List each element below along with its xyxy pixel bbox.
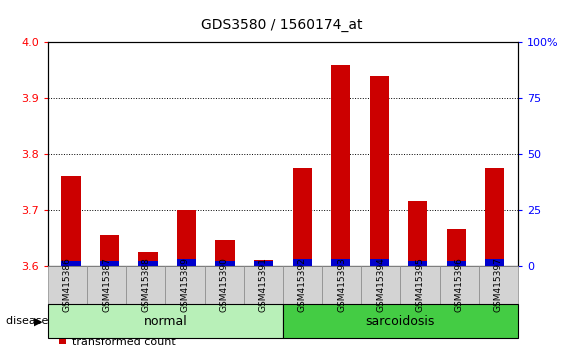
Bar [100, 261, 119, 266]
Bar [254, 260, 273, 266]
Text: GSM415393: GSM415393 [337, 257, 346, 313]
Bar [331, 259, 350, 266]
Text: GSM415390: GSM415390 [220, 257, 229, 313]
Text: transformed count: transformed count [72, 337, 176, 347]
Bar [331, 65, 350, 266]
Text: GSM415389: GSM415389 [181, 257, 190, 313]
Text: GDS3580 / 1560174_at: GDS3580 / 1560174_at [201, 18, 362, 32]
Text: GSM415392: GSM415392 [298, 258, 307, 312]
Bar [446, 229, 466, 266]
Text: GSM415397: GSM415397 [494, 257, 503, 313]
Bar [254, 261, 273, 266]
Bar [369, 76, 389, 266]
Bar [216, 261, 235, 266]
Bar [138, 252, 158, 266]
Bar [177, 210, 196, 266]
Text: GSM415388: GSM415388 [141, 257, 150, 313]
Bar [408, 261, 427, 266]
Text: disease state: disease state [6, 316, 80, 326]
Bar [408, 201, 427, 266]
Bar [446, 261, 466, 266]
Text: GSM415387: GSM415387 [102, 257, 111, 313]
Bar [61, 261, 81, 266]
Bar [138, 261, 158, 266]
Bar [485, 259, 504, 266]
Text: GSM415394: GSM415394 [376, 258, 385, 312]
Text: GSM415391: GSM415391 [259, 257, 268, 313]
Text: GSM415395: GSM415395 [415, 257, 425, 313]
Bar [485, 168, 504, 266]
Bar [293, 168, 312, 266]
Text: GSM415396: GSM415396 [455, 257, 464, 313]
Bar [100, 235, 119, 266]
Text: normal: normal [144, 315, 187, 328]
Bar [177, 259, 196, 266]
Bar [216, 240, 235, 266]
Text: sarcoidosis: sarcoidosis [366, 315, 435, 328]
Bar [369, 259, 389, 266]
Bar [61, 176, 81, 266]
Bar [293, 259, 312, 266]
Text: ▶: ▶ [34, 316, 42, 326]
Text: GSM415386: GSM415386 [63, 257, 72, 313]
